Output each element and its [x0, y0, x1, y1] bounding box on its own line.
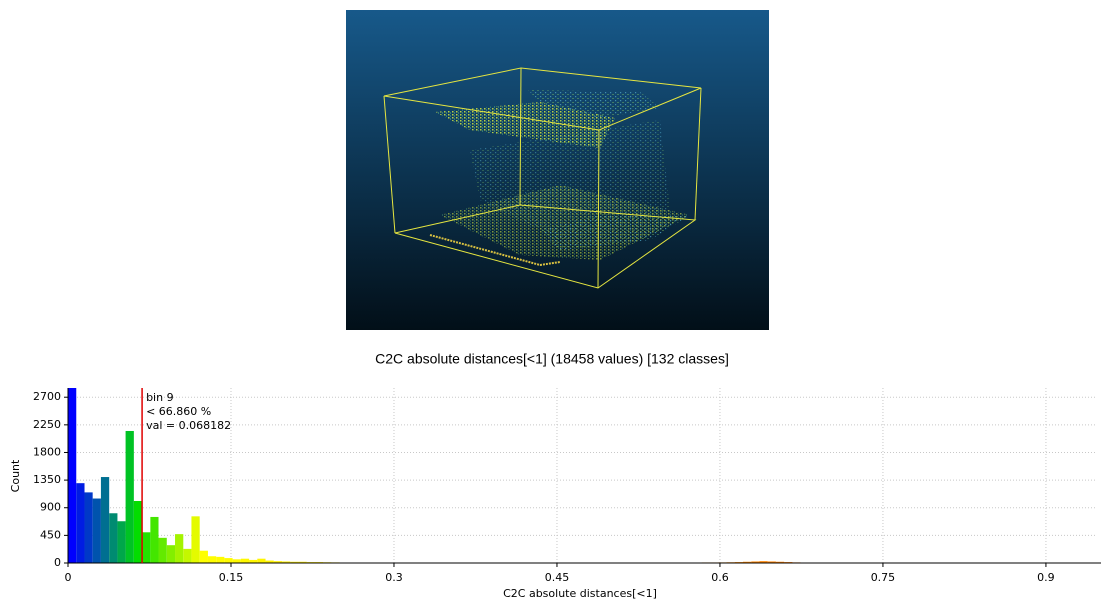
bounding-box [383, 67, 702, 289]
bar [240, 558, 250, 563]
bar [133, 500, 143, 563]
x-tick-label: 0.75 [871, 571, 896, 584]
marker-label: bin 9 [146, 391, 174, 404]
x-tick-label: 0 [65, 571, 72, 584]
y-tick-label: 450 [40, 528, 61, 541]
bar [76, 483, 85, 563]
bar [100, 477, 110, 563]
bar [290, 561, 299, 563]
bar [257, 558, 266, 563]
bar [92, 498, 101, 563]
bar [68, 388, 77, 563]
x-tick-label: 0.6 [711, 571, 729, 584]
bar [265, 560, 274, 563]
bar [150, 516, 159, 563]
bar [759, 561, 768, 563]
bar [216, 556, 225, 563]
bar [191, 516, 200, 563]
bar [298, 561, 307, 563]
marker-label: < 66.860 % [146, 405, 211, 418]
bar [282, 561, 291, 563]
bars [68, 388, 1097, 563]
y-axis-label: Count [9, 459, 22, 492]
bar [117, 521, 126, 563]
bar [249, 559, 258, 563]
y-tick-label: 1800 [33, 445, 61, 458]
y-tick-label: 900 [40, 501, 61, 514]
marker-label: val = 0.068182 [146, 419, 231, 432]
bar [175, 534, 184, 563]
y-tick-label: 2700 [33, 390, 61, 403]
bar [199, 550, 208, 563]
bar [109, 513, 118, 563]
bar [158, 537, 167, 563]
point-cloud [429, 234, 561, 267]
bar [142, 532, 151, 563]
bar [273, 561, 283, 563]
bar [84, 492, 93, 563]
bar [751, 561, 760, 563]
x-axis-label: C2C absolute distances[<1] [503, 587, 657, 600]
bar [742, 561, 752, 563]
bar [207, 556, 217, 563]
3d-view [346, 10, 769, 330]
bar [775, 561, 785, 563]
point-cloud [540, 215, 690, 250]
x-tick-label: 0.15 [219, 571, 244, 584]
x-tick-label: 0.9 [1037, 571, 1055, 584]
x-tick-label: 0.45 [545, 571, 570, 584]
y-tick-label: 2250 [33, 418, 61, 431]
x-tick-label: 0.3 [385, 571, 403, 584]
bar [166, 545, 176, 563]
point-cloud [528, 90, 660, 118]
y-tick-label: 0 [54, 556, 61, 569]
bar [767, 561, 776, 563]
bar [232, 559, 241, 563]
bar [183, 548, 192, 563]
bar [224, 558, 233, 563]
y-tick-label: 1350 [33, 473, 61, 486]
chart-title: C2C absolute distances[<1] (18458 values… [375, 351, 729, 367]
bar [125, 430, 134, 563]
